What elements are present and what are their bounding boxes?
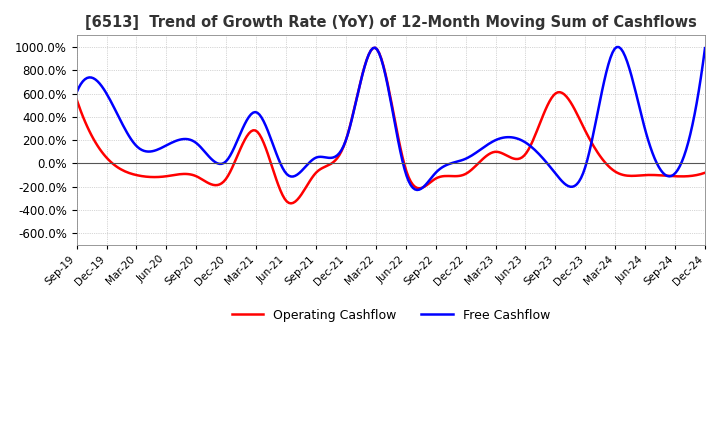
Title: [6513]  Trend of Growth Rate (YoY) of 12-Month Moving Sum of Cashflows: [6513] Trend of Growth Rate (YoY) of 12-… — [85, 15, 697, 30]
Operating Cashflow — [371, 45, 379, 51]
Line: Free Cashflow: Free Cashflow — [76, 47, 705, 190]
Free Cashflow — [613, 44, 621, 50]
Operating Cashflow — [461, 171, 469, 176]
Operating Cashflow — [287, 201, 295, 206]
Free Cashflow — [701, 45, 709, 51]
Operating Cashflow — [646, 172, 654, 178]
Operating Cashflow — [72, 97, 81, 102]
Line: Operating Cashflow: Operating Cashflow — [76, 48, 705, 203]
Legend: Operating Cashflow, Free Cashflow: Operating Cashflow, Free Cashflow — [227, 304, 555, 327]
Free Cashflow — [413, 187, 421, 193]
Operating Cashflow — [606, 165, 615, 171]
Operating Cashflow — [74, 103, 83, 108]
Free Cashflow — [72, 90, 81, 95]
Free Cashflow — [459, 157, 467, 162]
Free Cashflow — [449, 160, 457, 165]
Operating Cashflow — [449, 173, 457, 179]
Operating Cashflow — [701, 170, 709, 176]
Operating Cashflow — [451, 173, 459, 179]
Free Cashflow — [74, 85, 83, 91]
Free Cashflow — [446, 161, 455, 166]
Free Cashflow — [604, 62, 613, 67]
Free Cashflow — [646, 144, 654, 150]
